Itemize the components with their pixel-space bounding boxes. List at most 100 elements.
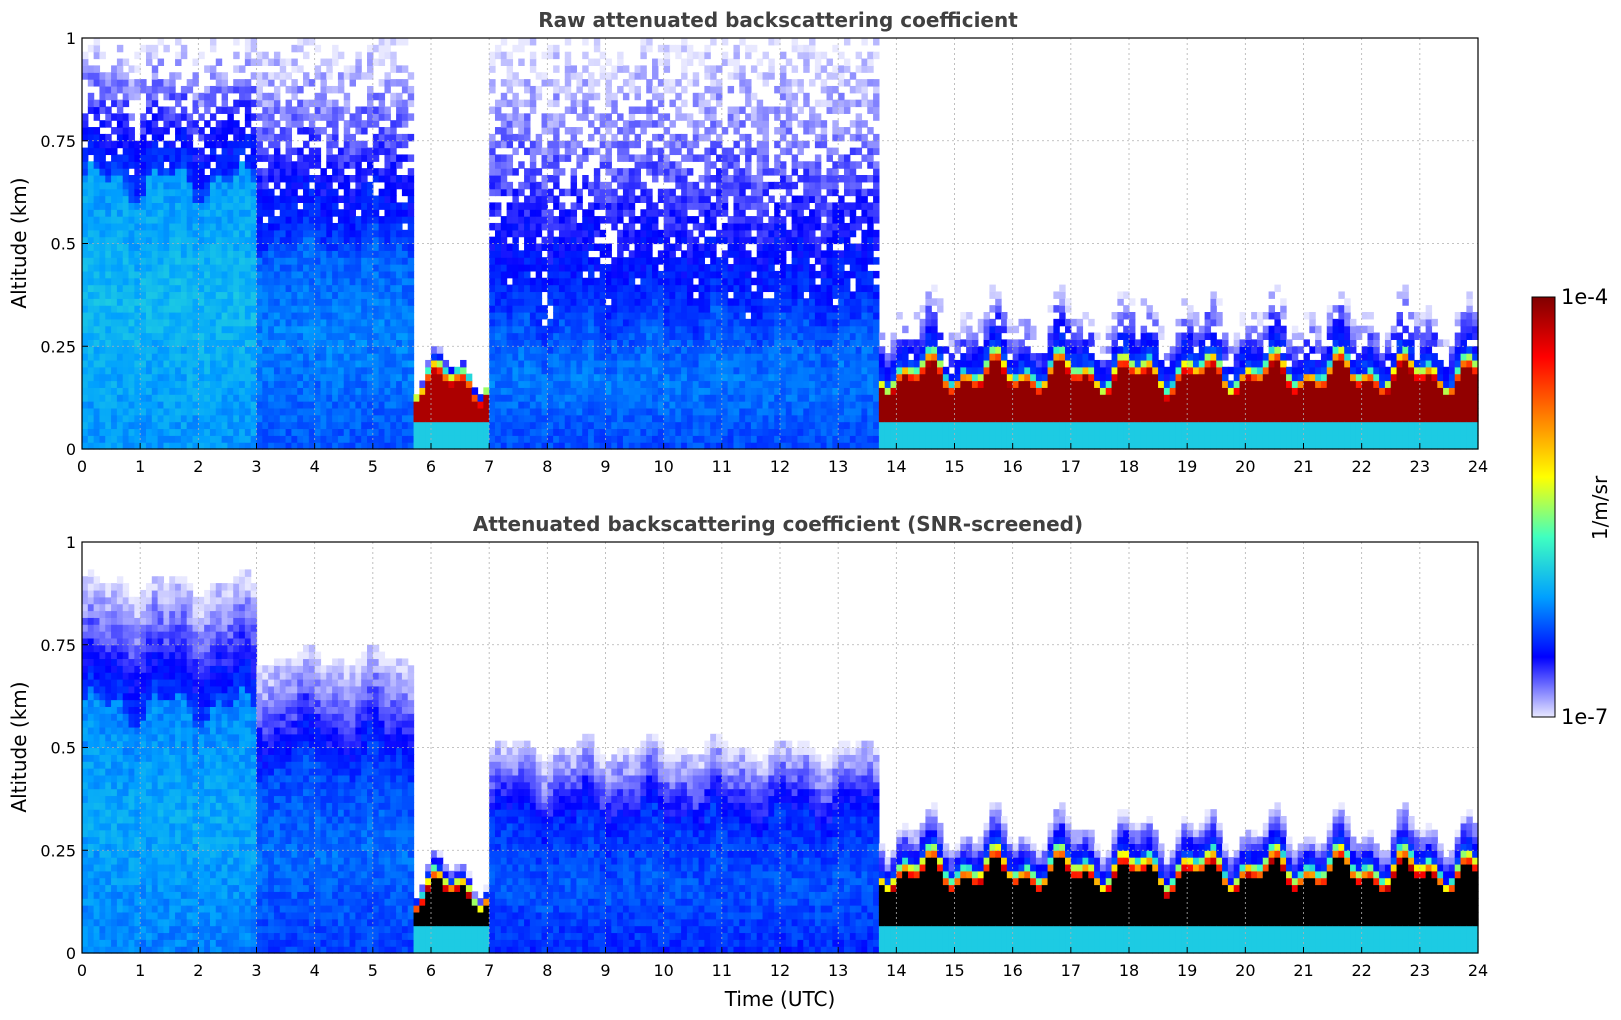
heatmap-cell (122, 229, 130, 238)
heatmap-cell (87, 161, 95, 169)
heatmap-cell (151, 243, 159, 251)
heatmap-cell (535, 394, 543, 402)
heatmap-cell (262, 359, 269, 368)
heatmap-cell (553, 79, 560, 87)
heatmap-cell (256, 99, 263, 108)
heatmap-cell (163, 188, 170, 197)
heatmap-cell (378, 366, 386, 375)
heatmap-cell (343, 394, 351, 402)
heatmap-cell (529, 346, 537, 354)
heatmap-cell (239, 277, 246, 286)
heatmap-cell (593, 181, 601, 190)
heatmap-cell (198, 175, 205, 183)
heatmap-cell (297, 209, 304, 217)
heatmap-cell (628, 332, 636, 340)
heatmap-cell (320, 387, 327, 395)
heatmap-cell (663, 359, 671, 368)
heatmap-cell (140, 264, 147, 272)
heatmap-cell (320, 106, 327, 114)
heatmap-cell (593, 435, 601, 443)
heatmap-cell (634, 414, 641, 423)
heatmap-cell (145, 387, 153, 395)
heatmap-cell (169, 401, 176, 409)
heatmap-cell (256, 325, 263, 334)
heatmap-cell (285, 106, 292, 114)
heatmap-cell (279, 387, 287, 395)
heatmap-cell (105, 133, 112, 142)
heatmap-cell (157, 133, 165, 142)
heatmap-cell (87, 332, 95, 340)
panel-raw: Raw attenuated backscattering coefficien… (7, 8, 1488, 476)
heatmap-cell (390, 175, 397, 183)
heatmap-cell (611, 65, 618, 73)
heatmap-cell (390, 154, 397, 162)
heatmap-cell (349, 373, 356, 382)
heatmap-cell (239, 380, 246, 388)
heatmap-cell (105, 140, 112, 149)
heatmap-cell (384, 277, 391, 286)
heatmap-cell (378, 407, 386, 416)
heatmap-cell (99, 257, 106, 265)
heatmap-cell (151, 99, 159, 108)
heatmap-cell (582, 51, 589, 60)
heatmap-cell (512, 312, 519, 320)
heatmap-cell (512, 243, 519, 251)
heatmap-cell (576, 85, 583, 94)
heatmap-cell (291, 387, 298, 395)
heatmap-cell (355, 147, 362, 156)
heatmap-cell (116, 380, 124, 388)
heatmap-cell (93, 65, 101, 73)
heatmap-cell (128, 257, 135, 265)
heatmap-cell (332, 202, 339, 210)
heatmap-cell (116, 44, 124, 53)
heatmap-cell (314, 435, 322, 443)
heatmap-cell (273, 373, 281, 382)
heatmap-cell (233, 175, 240, 183)
heatmap-cell (372, 133, 380, 142)
heatmap-cell (273, 414, 281, 423)
heatmap-cell (431, 435, 438, 443)
heatmap-cell (518, 366, 525, 375)
heatmap-cell (250, 394, 258, 402)
heatmap-cell (512, 209, 519, 217)
heatmap-cell (593, 325, 601, 334)
heatmap-cell (710, 106, 717, 114)
heatmap-cell (111, 154, 118, 162)
heatmap-cell (669, 161, 676, 169)
heatmap-cell (128, 366, 135, 375)
heatmap-cell (535, 435, 543, 443)
heatmap-cell (494, 51, 502, 60)
heatmap-cell (250, 161, 258, 169)
heatmap-cell (285, 312, 292, 320)
heatmap-cell (512, 305, 519, 313)
heatmap-cell (192, 106, 199, 114)
heatmap-cell (500, 216, 508, 224)
heatmap-cell (361, 298, 368, 306)
heatmap-cell (652, 161, 659, 169)
heatmap-cell (122, 79, 130, 87)
heatmap-cell (221, 353, 229, 361)
heatmap-cell (273, 291, 281, 299)
heatmap-cell (384, 359, 391, 368)
heatmap-cell (698, 250, 705, 258)
heatmap-cell (244, 79, 252, 87)
heatmap-cell (384, 168, 391, 176)
heatmap-cell (268, 325, 275, 334)
heatmap-cell (256, 72, 263, 80)
heatmap-cell (390, 202, 397, 210)
heatmap-cell (99, 435, 106, 443)
heatmap-cell (82, 127, 89, 135)
heatmap-cell (151, 373, 159, 382)
heatmap-cell (611, 359, 618, 368)
heatmap-cell (524, 332, 531, 340)
heatmap-cell (622, 147, 630, 156)
heatmap-cell (442, 428, 450, 436)
heatmap-cell (151, 161, 159, 169)
heatmap-cell (570, 387, 578, 395)
heatmap-cell (663, 435, 671, 443)
heatmap-cell (494, 318, 502, 327)
heatmap-cell (82, 222, 89, 231)
heatmap-cell (244, 346, 252, 354)
heatmap-cell (390, 305, 397, 313)
heatmap-cell (588, 181, 595, 190)
